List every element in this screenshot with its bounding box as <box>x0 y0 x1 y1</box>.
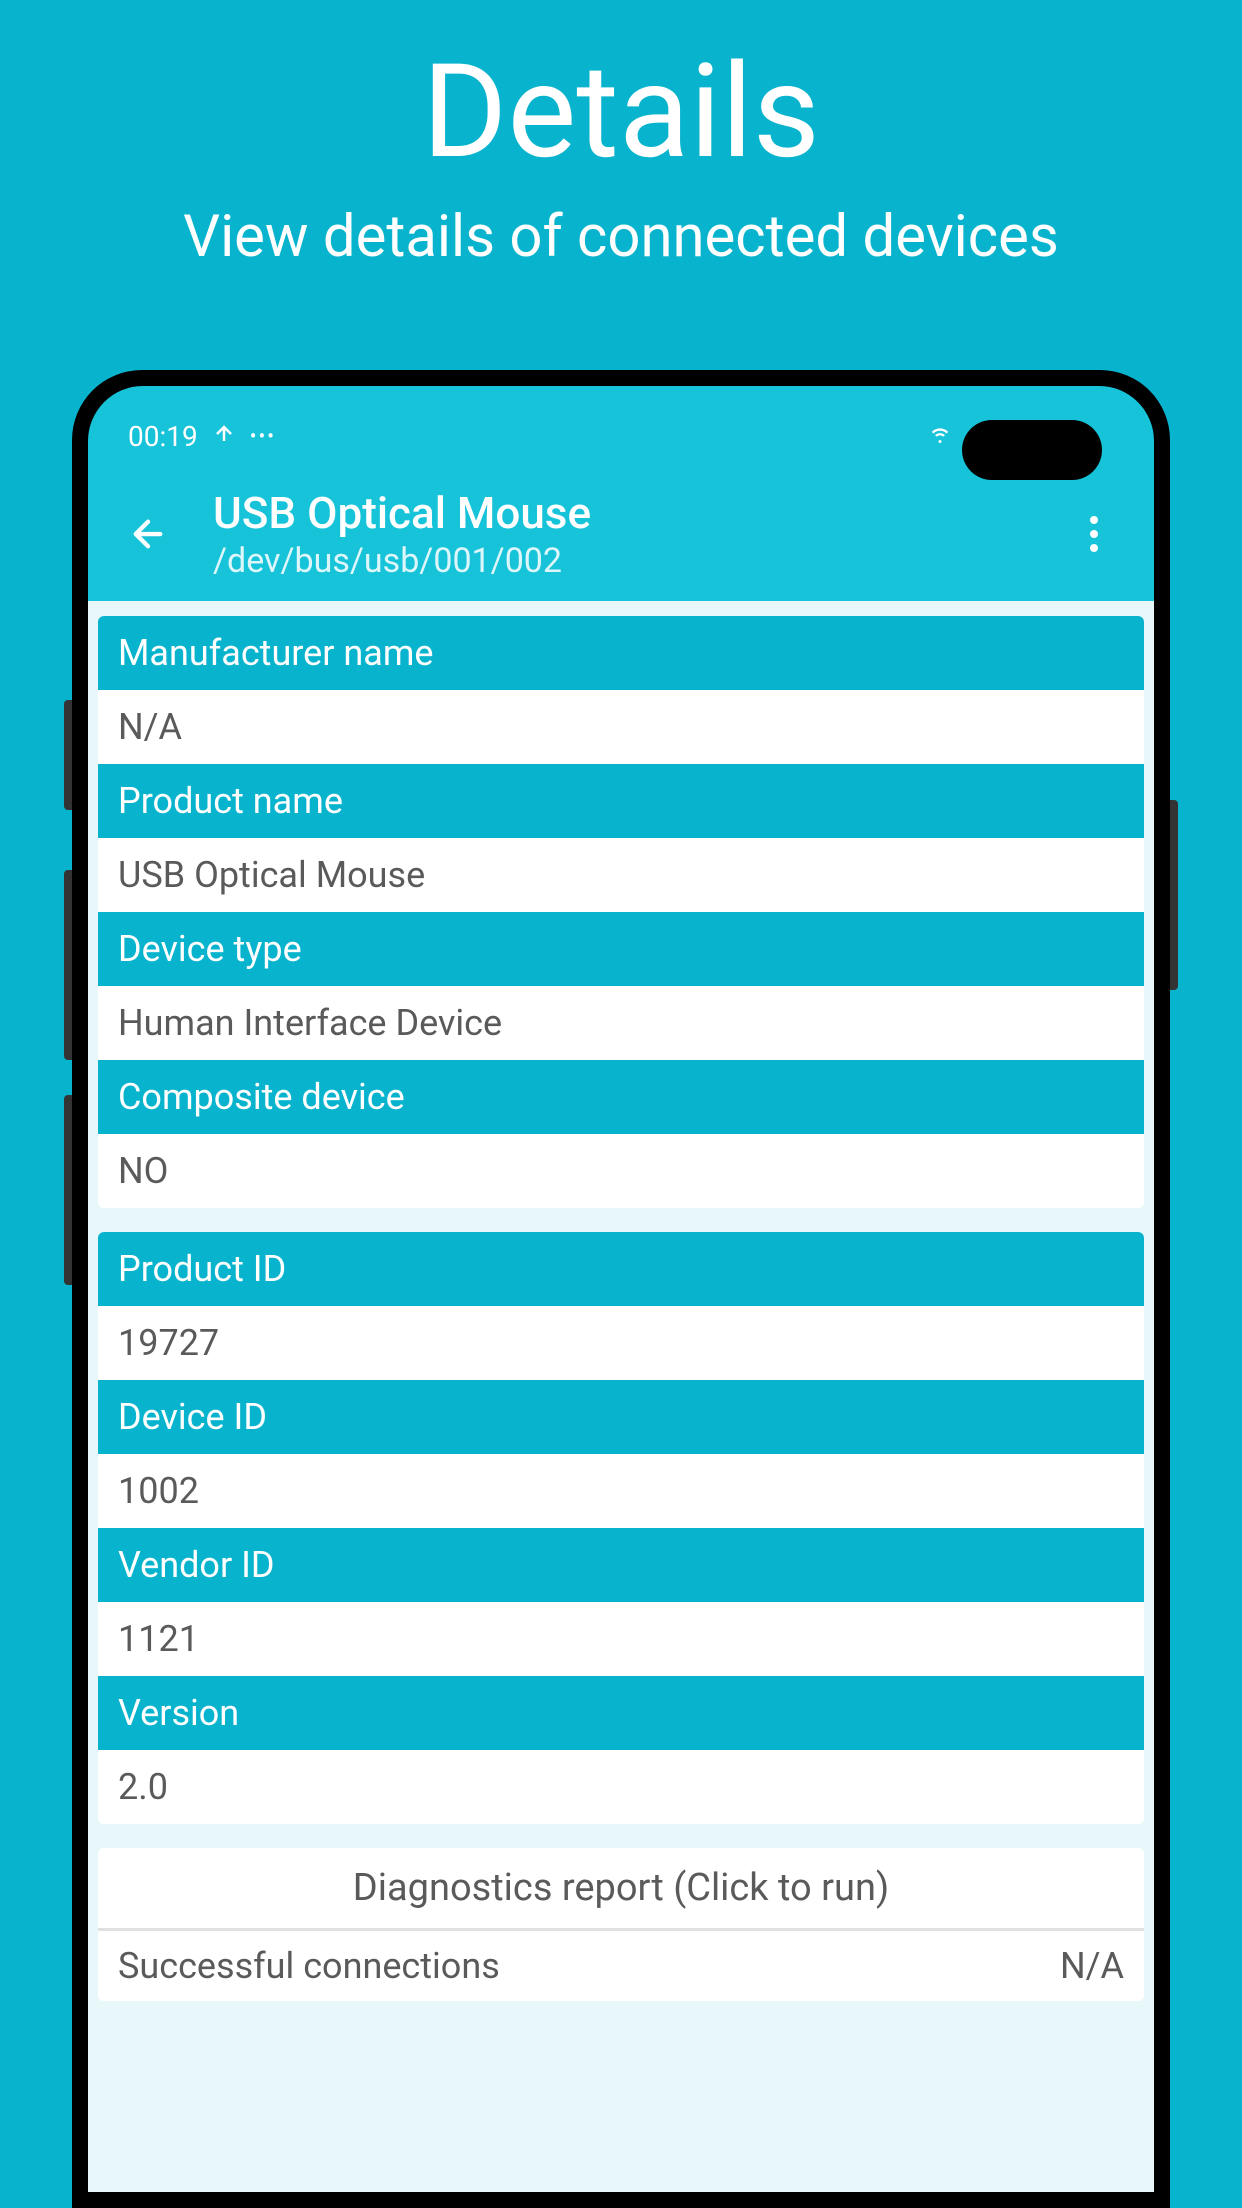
status-time: 00:19 <box>128 420 198 453</box>
back-button[interactable] <box>118 504 178 564</box>
app-bar-subtitle: /dev/bus/usb/001/002 <box>213 541 1064 581</box>
promo-header: Details View details of connected device… <box>0 0 1242 271</box>
phone-side-button <box>64 700 72 810</box>
app-bar-title: USB Optical Mouse <box>213 487 1064 539</box>
app-bar: USB Optical Mouse /dev/bus/usb/001/002 <box>88 466 1154 601</box>
diagnostic-label: Successful connections <box>118 1945 500 1987</box>
diagnostics-header[interactable]: Diagnostics report (Click to run) <box>98 1848 1144 1931</box>
field-value: USB Optical Mouse <box>98 838 1144 912</box>
field-value: 19727 <box>98 1306 1144 1380</box>
content-area[interactable]: Manufacturer name N/A Product name USB O… <box>88 601 1154 2192</box>
phone-side-button <box>64 870 72 1060</box>
field-value: 2.0 <box>98 1750 1144 1824</box>
field-label: Vendor ID <box>98 1528 1144 1602</box>
phone-frame: 00:19 ••• <box>72 370 1170 2208</box>
field-label: Manufacturer name <box>98 616 1144 690</box>
phone-side-button <box>64 1095 72 1285</box>
status-right <box>926 419 954 454</box>
more-icon: ••• <box>250 424 276 448</box>
app-bar-titles: USB Optical Mouse /dev/bus/usb/001/002 <box>213 487 1064 581</box>
phone-screen: 00:19 ••• <box>88 386 1154 2192</box>
field-label: Product name <box>98 764 1144 838</box>
diagnostic-value: N/A <box>1060 1945 1124 1987</box>
field-label: Version <box>98 1676 1144 1750</box>
status-left: 00:19 ••• <box>128 420 276 453</box>
field-label: Composite device <box>98 1060 1144 1134</box>
diagnostic-row: Successful connections N/A <box>98 1931 1144 2001</box>
field-label: Device ID <box>98 1380 1144 1454</box>
promo-title: Details <box>0 40 1242 183</box>
device-info-card: Manufacturer name N/A Product name USB O… <box>98 616 1144 1208</box>
field-label: Product ID <box>98 1232 1144 1306</box>
camera-hole <box>962 420 1102 480</box>
field-value: 1002 <box>98 1454 1144 1528</box>
field-value: NO <box>98 1134 1144 1208</box>
phone-side-button <box>1170 800 1178 990</box>
promo-subtitle: View details of connected devices <box>0 203 1242 271</box>
field-value: 1121 <box>98 1602 1144 1676</box>
device-ids-card: Product ID 19727 Device ID 1002 Vendor I… <box>98 1232 1144 1824</box>
field-label: Device type <box>98 912 1144 986</box>
menu-button[interactable] <box>1064 504 1124 564</box>
field-value: N/A <box>98 690 1144 764</box>
wifi-icon <box>926 419 954 454</box>
field-value: Human Interface Device <box>98 986 1144 1060</box>
upload-icon <box>212 420 236 453</box>
diagnostics-card: Diagnostics report (Click to run) Succes… <box>98 1848 1144 2001</box>
